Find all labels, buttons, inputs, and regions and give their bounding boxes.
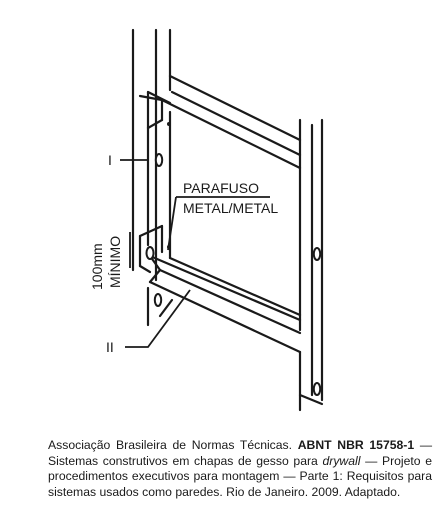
dimension-word-label: MÍNIMO <box>107 236 123 288</box>
leader-line-screw <box>167 196 177 251</box>
drywall-stud-diagram: I II PARAFUSO METAL/METAL 100mm MÍNIMO <box>89 28 324 412</box>
connection-bracket <box>138 224 164 274</box>
figure-caption: Associação Brasileira de Normas Técnicas… <box>48 438 432 500</box>
screw-hole-right-lower <box>312 382 322 396</box>
caption-title-part1: — Sistemas construtivos em chapas de ges… <box>48 438 433 468</box>
right-stud <box>298 118 324 412</box>
left-stud <box>131 28 172 327</box>
screw-point-upper <box>167 122 171 126</box>
screw-hole-upper-left <box>154 153 164 167</box>
caption-title-italic: drywall <box>322 453 361 468</box>
caption-author: Associação Brasileira de Normas Técnicas… <box>48 438 293 452</box>
caption-note: Adaptado. <box>344 484 401 499</box>
screw-hole-bracket <box>145 246 155 260</box>
screw-label-line1: PARAFUSO <box>183 180 259 196</box>
screw-hole-lower-left <box>153 293 163 307</box>
lower-horizontal-track <box>148 254 302 354</box>
upper-horizontal-track <box>138 74 302 170</box>
leader-line-part-two <box>125 289 191 348</box>
dimension-value-label: 100mm <box>89 243 105 290</box>
screw-hole-right-middle <box>312 247 322 261</box>
part-one-label: I <box>108 152 112 168</box>
caption-title-part2: — Projeto e procedimentos executivos par… <box>48 453 432 499</box>
caption-place-year: Rio de Janeiro. 2009. <box>226 484 343 499</box>
caption-standard: ABNT NBR 15758-1 <box>297 438 415 452</box>
screw-label-line2: METAL/METAL <box>183 200 278 216</box>
part-two-label: II <box>106 339 114 355</box>
